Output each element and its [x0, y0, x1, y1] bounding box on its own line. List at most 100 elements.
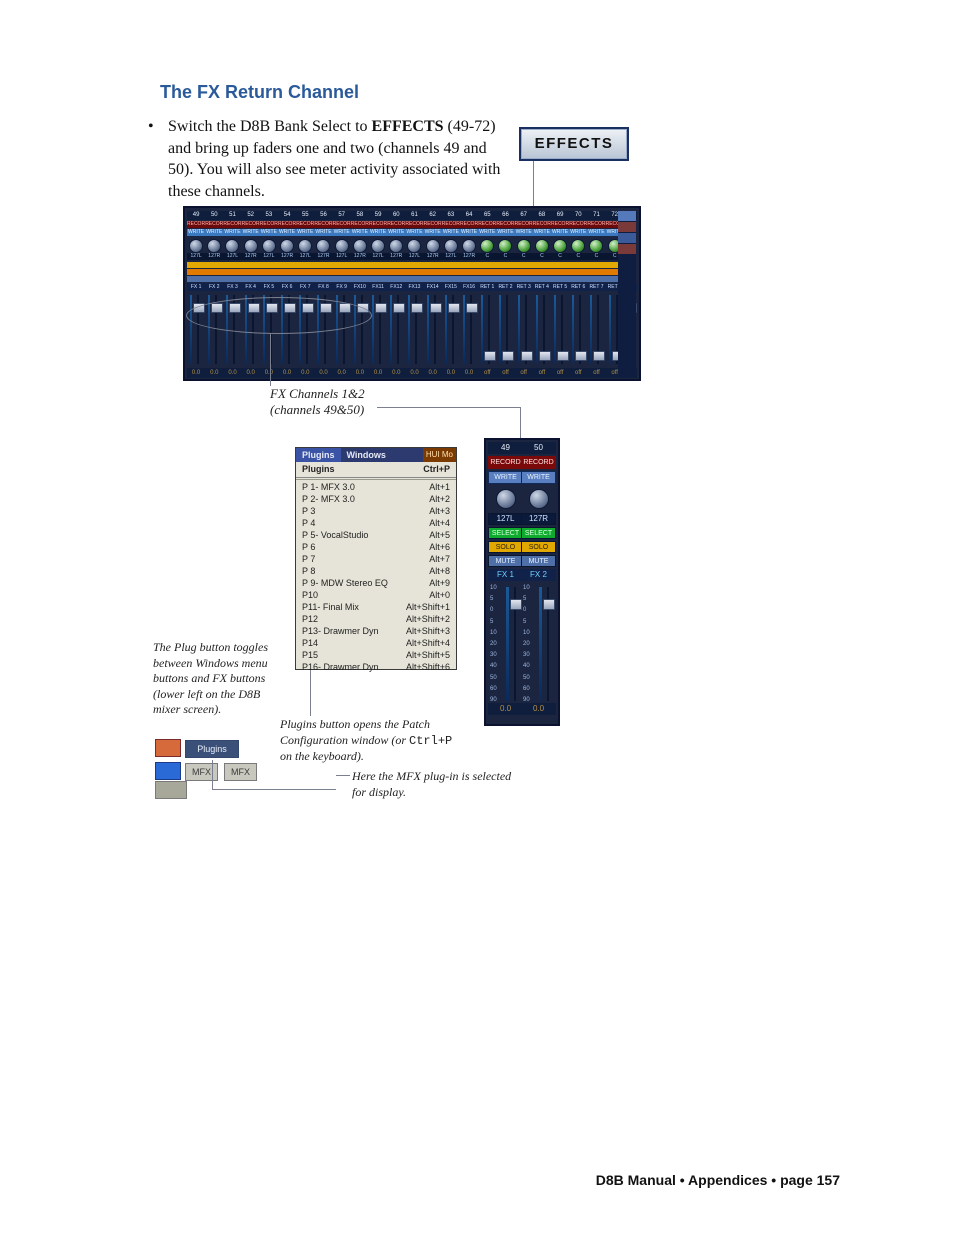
pan-knob[interactable]: [480, 239, 494, 253]
write-button[interactable]: WRITE: [278, 229, 296, 236]
channel-strip[interactable]: 55RECORDWRITE127LFX 70.0: [296, 211, 314, 378]
pan-knob[interactable]: [298, 239, 312, 253]
menu-header[interactable]: Plugins Ctrl+P: [296, 462, 456, 478]
fader-track[interactable]: [515, 293, 533, 366]
mute-button[interactable]: [351, 276, 369, 282]
select-button[interactable]: [569, 262, 587, 268]
pan-knob[interactable]: [426, 239, 440, 253]
record-button[interactable]: RECORD: [515, 221, 533, 228]
record-button[interactable]: RECORD: [521, 456, 556, 469]
select-button[interactable]: [205, 262, 223, 268]
pan-knob[interactable]: [280, 239, 294, 253]
fader-track[interactable]: [387, 293, 405, 366]
mute-button[interactable]: [551, 276, 569, 282]
channel-strip[interactable]: 49RECORDWRITE127LFX 10.0: [187, 211, 205, 378]
select-button[interactable]: [405, 262, 423, 268]
fader-cap[interactable]: [557, 351, 569, 361]
fader-track[interactable]: [569, 293, 587, 366]
mute-button[interactable]: [314, 276, 332, 282]
menu-item[interactable]: P 3Alt+3: [296, 505, 456, 517]
mute-button[interactable]: [333, 276, 351, 282]
channel-strip[interactable]: 58RECORDWRITE127RFX100.0: [351, 211, 369, 378]
fader-cap[interactable]: [502, 351, 514, 361]
fader-cap[interactable]: [593, 351, 605, 361]
channel-strip[interactable]: 53RECORDWRITE127LFX 50.0: [260, 211, 278, 378]
select-button[interactable]: [314, 262, 332, 268]
mute-button[interactable]: MUTE: [521, 555, 556, 567]
record-button[interactable]: RECORD: [314, 221, 332, 228]
solo-button[interactable]: [387, 269, 405, 275]
record-button[interactable]: RECORD: [260, 221, 278, 228]
fx-channel-strip[interactable]: 50RECORDWRITE127RSELECTSOLOMUTEFX 210505…: [521, 442, 556, 724]
channel-strip[interactable]: 69RECORDWRITECRET 5off: [551, 211, 569, 378]
write-button[interactable]: WRITE: [533, 229, 551, 236]
menu-item[interactable]: P15Alt+Shift+5: [296, 649, 456, 661]
solo-button[interactable]: [478, 269, 496, 275]
pan-knob[interactable]: [535, 239, 549, 253]
write-button[interactable]: WRITE: [205, 229, 223, 236]
mute-button[interactable]: [369, 276, 387, 282]
write-button[interactable]: WRITE: [223, 229, 241, 236]
fader-track[interactable]: [405, 293, 423, 366]
tab-plugins[interactable]: Plugins: [296, 448, 341, 462]
solo-button[interactable]: [460, 269, 478, 275]
pan-knob[interactable]: [389, 239, 403, 253]
mute-button[interactable]: [424, 276, 442, 282]
select-button[interactable]: [515, 262, 533, 268]
pan-knob[interactable]: [496, 489, 516, 509]
menu-item[interactable]: P 1- MFX 3.0Alt+1: [296, 481, 456, 493]
channel-strip[interactable]: 67RECORDWRITECRET 3off: [515, 211, 533, 378]
select-button[interactable]: [587, 262, 605, 268]
fader-cap[interactable]: [539, 351, 551, 361]
record-button[interactable]: RECORD: [205, 221, 223, 228]
write-button[interactable]: WRITE: [333, 229, 351, 236]
mute-button[interactable]: [460, 276, 478, 282]
pan-knob[interactable]: [589, 239, 603, 253]
pan-knob[interactable]: [517, 239, 531, 253]
mute-button[interactable]: [187, 276, 205, 282]
record-button[interactable]: RECORD: [496, 221, 514, 228]
fader-track[interactable]: [424, 293, 442, 366]
fader-cap[interactable]: [521, 351, 533, 361]
mfx-button[interactable]: MFX: [185, 763, 218, 781]
solo-button[interactable]: [515, 269, 533, 275]
plugins-button[interactable]: Plugins: [185, 740, 239, 758]
menu-item[interactable]: P 4Alt+4: [296, 517, 456, 529]
write-button[interactable]: WRITE: [405, 229, 423, 236]
mfx-button-empty[interactable]: [155, 781, 187, 799]
select-button[interactable]: [351, 262, 369, 268]
fader-cap[interactable]: [466, 303, 478, 313]
mute-button[interactable]: [533, 276, 551, 282]
solo-button[interactable]: [314, 269, 332, 275]
channel-strip[interactable]: 63RECORDWRITE127LFX150.0: [442, 211, 460, 378]
record-button[interactable]: RECORD: [242, 221, 260, 228]
menu-item[interactable]: P 6Alt+6: [296, 541, 456, 553]
fader-track[interactable]: [533, 293, 551, 366]
record-button[interactable]: RECORD: [387, 221, 405, 228]
mute-button[interactable]: [278, 276, 296, 282]
pan-knob[interactable]: [189, 239, 203, 253]
write-button[interactable]: WRITE: [478, 229, 496, 236]
solo-button[interactable]: [442, 269, 460, 275]
pan-knob[interactable]: [225, 239, 239, 253]
record-button[interactable]: RECORD: [405, 221, 423, 228]
mute-button[interactable]: [223, 276, 241, 282]
fader-track[interactable]: [496, 293, 514, 366]
pan-knob[interactable]: [571, 239, 585, 253]
mute-button[interactable]: [387, 276, 405, 282]
channel-strip[interactable]: 62RECORDWRITE127RFX140.0: [424, 211, 442, 378]
channel-strip[interactable]: 68RECORDWRITECRET 4off: [533, 211, 551, 378]
effects-bank-button[interactable]: EFFECTS: [519, 127, 629, 161]
record-button[interactable]: RECORD: [187, 221, 205, 228]
record-button[interactable]: RECORD: [551, 221, 569, 228]
write-button[interactable]: WRITE: [387, 229, 405, 236]
record-button[interactable]: RECORD: [488, 456, 523, 469]
solo-button[interactable]: [242, 269, 260, 275]
menu-item[interactable]: P13- Drawmer DynAlt+Shift+3: [296, 625, 456, 637]
mute-button[interactable]: [296, 276, 314, 282]
write-button[interactable]: WRITE: [515, 229, 533, 236]
pan-knob[interactable]: [462, 239, 476, 253]
write-button[interactable]: WRITE: [242, 229, 260, 236]
solo-button[interactable]: [223, 269, 241, 275]
record-button[interactable]: RECORD: [569, 221, 587, 228]
